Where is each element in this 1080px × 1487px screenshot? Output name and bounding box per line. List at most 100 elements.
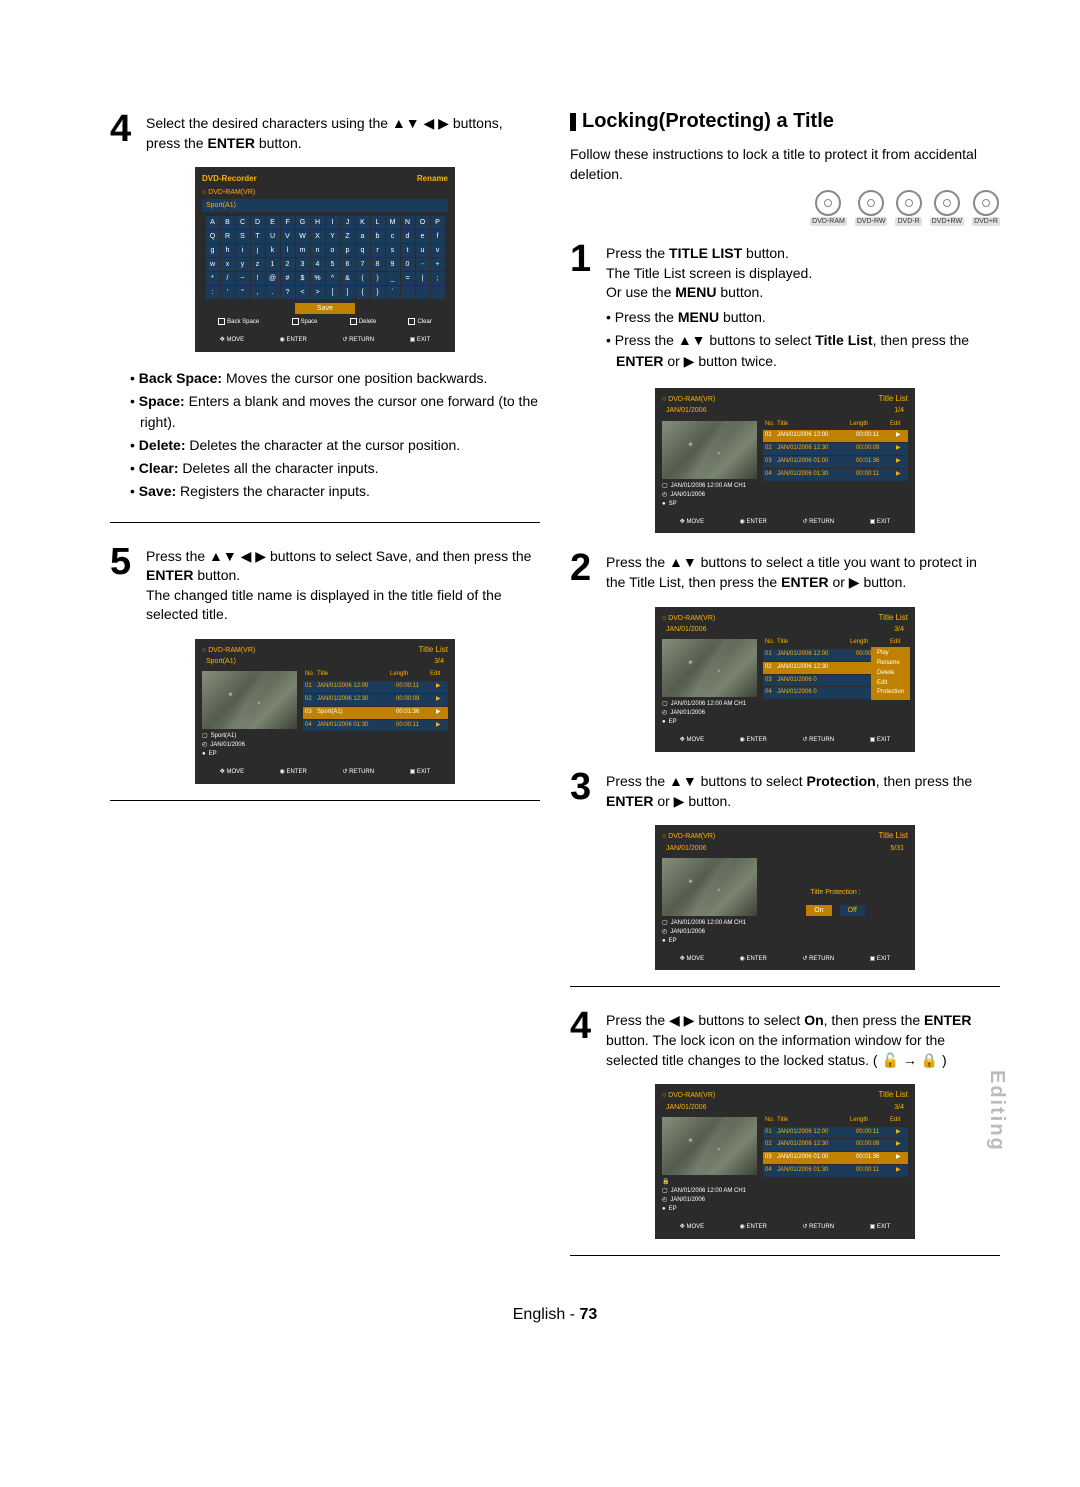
char-cell[interactable]: J: [341, 216, 355, 229]
char-cell[interactable]: L: [371, 216, 385, 229]
char-cell[interactable]: $: [296, 272, 310, 285]
char-cell[interactable]: P: [431, 216, 445, 229]
char-cell[interactable]: c: [386, 230, 400, 243]
char-cell[interactable]: U: [266, 230, 280, 243]
char-cell[interactable]: V: [281, 230, 295, 243]
char-cell[interactable]: f: [431, 230, 445, 243]
char-cell[interactable]: *: [206, 272, 220, 285]
char-cell[interactable]: &: [341, 272, 355, 285]
char-cell[interactable]: z: [251, 258, 265, 271]
table-row[interactable]: 04JAN/01/2006 01:3000:00:11▶: [303, 720, 448, 732]
char-cell[interactable]: b: [371, 230, 385, 243]
char-cell[interactable]: |: [416, 272, 430, 285]
table-row[interactable]: 01JAN/01/2006 12:0000:00:11▶: [763, 430, 908, 442]
char-cell[interactable]: %: [311, 272, 325, 285]
char-cell[interactable]: .: [266, 286, 280, 299]
char-cell[interactable]: /: [221, 272, 235, 285]
char-cell[interactable]: O: [416, 216, 430, 229]
char-cell[interactable]: ^: [326, 272, 340, 285]
table-row[interactable]: 04JAN/01/2006 01:3000:00:11▶: [763, 469, 908, 481]
context-menu[interactable]: PlayRenameDeleteEditProtection: [871, 647, 910, 700]
char-cell[interactable]: !: [251, 272, 265, 285]
char-cell[interactable]: x: [221, 258, 235, 271]
char-cell[interactable]: Q: [206, 230, 220, 243]
char-cell[interactable]: N: [401, 216, 415, 229]
table-row[interactable]: 03Sport(A1)00:01:36▶: [303, 707, 448, 719]
off-button[interactable]: Off: [840, 905, 865, 916]
char-cell[interactable]: r: [371, 244, 385, 257]
table-row[interactable]: 04JAN/01/2006 01:3000:00:11▶: [763, 1165, 908, 1177]
char-cell[interactable]: `: [386, 286, 400, 299]
char-cell[interactable]: 6: [341, 258, 355, 271]
char-cell[interactable]: I: [326, 216, 340, 229]
char-cell[interactable]: a: [356, 230, 370, 243]
char-cell[interactable]: 1: [266, 258, 280, 271]
char-cell[interactable]: n: [311, 244, 325, 257]
char-cell[interactable]: A: [206, 216, 220, 229]
char-cell[interactable]: s: [386, 244, 400, 257]
osd-action[interactable]: Clear: [408, 318, 431, 327]
char-cell[interactable]: ]: [341, 286, 355, 299]
char-cell[interactable]: _: [386, 272, 400, 285]
char-cell[interactable]: F: [281, 216, 295, 229]
char-cell[interactable]: T: [251, 230, 265, 243]
menu-item[interactable]: Rename: [871, 659, 910, 669]
char-cell[interactable]: #: [281, 272, 295, 285]
table-row[interactable]: 02JAN/01/2006 12:3000:00:09▶: [763, 443, 908, 455]
char-cell[interactable]: t: [401, 244, 415, 257]
menu-item[interactable]: Delete: [871, 669, 910, 679]
char-cell[interactable]: (: [356, 272, 370, 285]
char-cell[interactable]: =: [401, 272, 415, 285]
char-cell[interactable]: ~: [236, 272, 250, 285]
char-cell[interactable]: h: [221, 244, 235, 257]
char-cell[interactable]: S: [236, 230, 250, 243]
char-cell[interactable]: e: [416, 230, 430, 243]
char-cell[interactable]: v: [431, 244, 445, 257]
table-row[interactable]: 03JAN/01/2006 01:0000:01:36▶: [763, 1152, 908, 1164]
char-cell[interactable]: g: [206, 244, 220, 257]
char-cell[interactable]: p: [341, 244, 355, 257]
char-cell[interactable]: -: [416, 258, 430, 271]
table-row[interactable]: 01JAN/01/2006 12:0000:00:11▶: [763, 1127, 908, 1139]
char-cell[interactable]: K: [356, 216, 370, 229]
char-cell[interactable]: X: [311, 230, 325, 243]
char-cell[interactable]: k: [266, 244, 280, 257]
char-cell[interactable]: j: [251, 244, 265, 257]
table-row[interactable]: 02JAN/01/2006 12:3000:00:09▶: [763, 1139, 908, 1151]
char-cell[interactable]: [: [326, 286, 340, 299]
character-grid[interactable]: ABCDEFGHIJKLMNOPQRSTUVWXYZabcdefghijklmn…: [202, 216, 448, 299]
char-cell[interactable]: m: [296, 244, 310, 257]
table-row[interactable]: 02JAN/01/2006 12:3000:00:09▶: [303, 694, 448, 706]
osd-action[interactable]: Delete: [350, 318, 376, 327]
osd-action[interactable]: Space: [292, 318, 318, 327]
char-cell[interactable]: y: [236, 258, 250, 271]
char-cell[interactable]: i: [236, 244, 250, 257]
char-cell[interactable]: 7: [356, 258, 370, 271]
char-cell[interactable]: q: [356, 244, 370, 257]
char-cell[interactable]: H: [311, 216, 325, 229]
char-cell[interactable]: W: [296, 230, 310, 243]
menu-item[interactable]: Edit: [871, 679, 910, 689]
char-cell[interactable]: D: [251, 216, 265, 229]
char-cell[interactable]: >: [311, 286, 325, 299]
char-cell[interactable]: {: [356, 286, 370, 299]
table-row[interactable]: 03JAN/01/2006 01:0000:01:36▶: [763, 456, 908, 468]
char-cell[interactable]: ;: [431, 272, 445, 285]
char-cell[interactable]: d: [401, 230, 415, 243]
char-cell[interactable]: o: [326, 244, 340, 257]
char-cell[interactable]: :: [206, 286, 220, 299]
char-cell[interactable]: 9: [386, 258, 400, 271]
save-button[interactable]: Save: [295, 303, 355, 314]
char-cell[interactable]: M: [386, 216, 400, 229]
char-cell[interactable]: R: [221, 230, 235, 243]
char-cell[interactable]: C: [236, 216, 250, 229]
osd-action[interactable]: Back Space: [218, 318, 259, 327]
char-cell[interactable]: 8: [371, 258, 385, 271]
char-cell[interactable]: [401, 286, 415, 299]
char-cell[interactable]: +: [431, 258, 445, 271]
char-cell[interactable]: ,: [251, 286, 265, 299]
char-cell[interactable]: E: [266, 216, 280, 229]
table-row[interactable]: 01JAN/01/2006 12:0000:00:11▶: [303, 681, 448, 693]
char-cell[interactable]: ': [221, 286, 235, 299]
char-cell[interactable]: Z: [341, 230, 355, 243]
